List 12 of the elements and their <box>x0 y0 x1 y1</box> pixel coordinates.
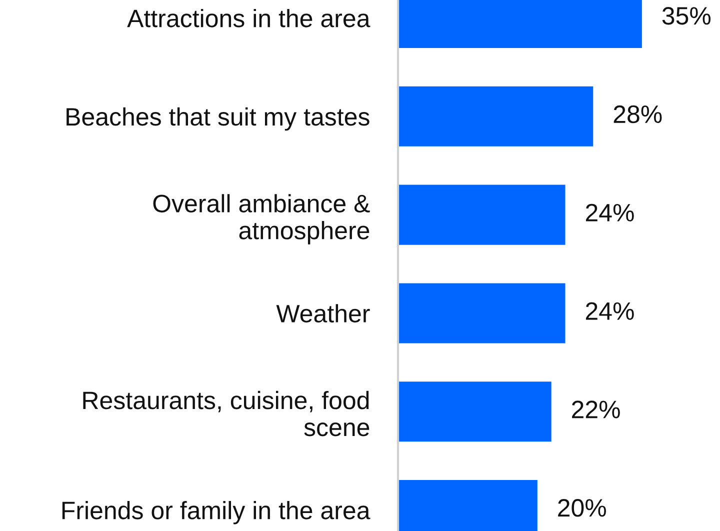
data-label: 20% <box>558 499 606 517</box>
data-label: 22% <box>572 400 620 418</box>
y-tick-label: Weather <box>276 304 370 323</box>
y-tick-label: Overall ambiance & atmosphere <box>153 194 370 244</box>
y-tick-label: Beaches that suit my tastes <box>66 107 370 131</box>
y-tick-label: Restaurants, cuisine, food scene <box>83 390 370 436</box>
y-tick-label: Attractions in the area <box>127 8 370 28</box>
data-label: 24% <box>586 302 634 320</box>
data-label: 24% <box>586 204 634 222</box>
y-tick-label: Friends or family in the area <box>62 500 370 524</box>
data-label: 28% <box>614 105 662 124</box>
data-label: 35% <box>662 7 711 25</box>
